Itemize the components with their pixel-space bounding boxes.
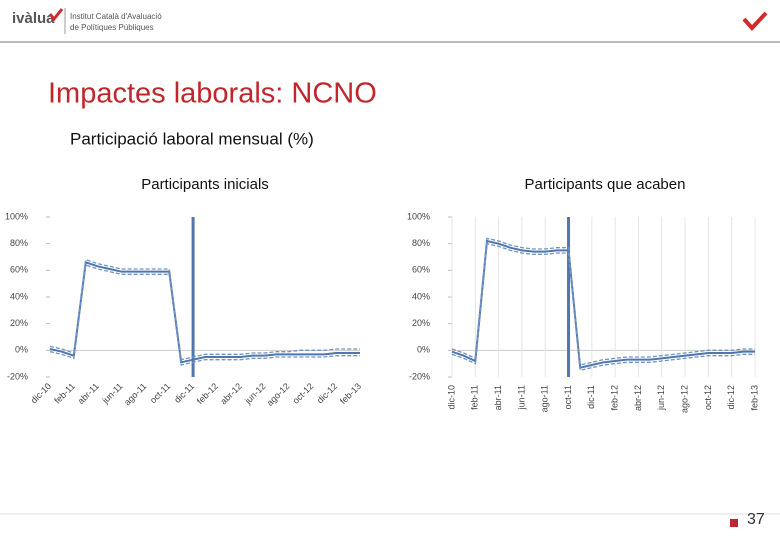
y-tick-label: 60% [412, 265, 430, 275]
chart-title: Participants que acaben [525, 176, 686, 193]
page-number: 37 [747, 511, 765, 528]
x-tick-label: feb-13 [338, 381, 363, 406]
y-tick-label: 60% [10, 265, 28, 275]
slide-subtitle: Participació laboral mensual (%) [70, 129, 314, 148]
x-tick-label: abr-11 [493, 385, 503, 410]
x-tick-label: dic-10 [446, 385, 456, 410]
x-tick-label: feb-11 [52, 381, 77, 406]
slide-title: Impactes laborals: NCNO [48, 78, 377, 110]
y-tick-label: -20% [409, 371, 430, 381]
footer-square [730, 519, 738, 527]
x-tick-label: jun-11 [100, 381, 125, 406]
y-tick-label: 100% [5, 211, 28, 221]
x-tick-label: abr-12 [633, 385, 643, 411]
x-tick-label: jun-12 [242, 381, 267, 406]
logo-check [48, 8, 64, 22]
x-tick-label: dic-12 [315, 381, 339, 405]
x-tick-label: jun-12 [656, 385, 666, 411]
institute-line: de Polítiques Públiques [70, 23, 154, 32]
x-tick-label: oct-12 [703, 385, 713, 410]
y-tick-label: 40% [10, 291, 28, 301]
x-tick-label: ago-11 [540, 385, 550, 412]
y-tick-label: 20% [10, 318, 28, 328]
series-line [451, 239, 755, 369]
series-line [49, 264, 360, 366]
header-check [742, 11, 768, 31]
x-tick-label: feb-12 [610, 385, 620, 411]
x-tick-label: feb-13 [749, 385, 759, 411]
y-tick-label: 80% [412, 238, 430, 248]
y-tick-label: -20% [7, 371, 28, 381]
series-line [451, 242, 755, 372]
x-tick-label: feb-11 [470, 385, 480, 410]
x-tick-label: oct-11 [148, 381, 172, 405]
x-tick-label: jun-11 [516, 385, 526, 410]
x-tick-label: dic-10 [29, 381, 53, 405]
logo: ivàlua [12, 10, 55, 27]
x-tick-label: dic-11 [172, 381, 196, 405]
y-tick-label: 20% [412, 318, 430, 328]
y-tick-label: 0% [417, 345, 430, 355]
x-tick-label: ago-12 [265, 381, 292, 408]
x-tick-label: ago-12 [679, 385, 689, 413]
y-tick-label: 40% [412, 291, 430, 301]
x-tick-label: ago-11 [122, 381, 148, 407]
series-line [49, 260, 360, 364]
x-tick-label: dic-12 [726, 385, 736, 410]
x-tick-label: oct-11 [563, 385, 573, 409]
y-tick-label: 80% [10, 238, 28, 248]
chart-title: Participants inicials [141, 176, 269, 193]
series-line [451, 237, 755, 366]
y-tick-label: 100% [407, 211, 430, 221]
institute-line: Institut Català d'Avaluació [70, 12, 162, 21]
series-line [49, 258, 360, 361]
x-tick-label: feb-12 [195, 381, 220, 406]
x-tick-label: abr-12 [218, 381, 243, 406]
x-tick-label: oct-12 [291, 381, 316, 406]
y-tick-label: 0% [15, 345, 28, 355]
x-tick-label: abr-11 [76, 381, 101, 406]
x-tick-label: dic-11 [586, 385, 596, 409]
